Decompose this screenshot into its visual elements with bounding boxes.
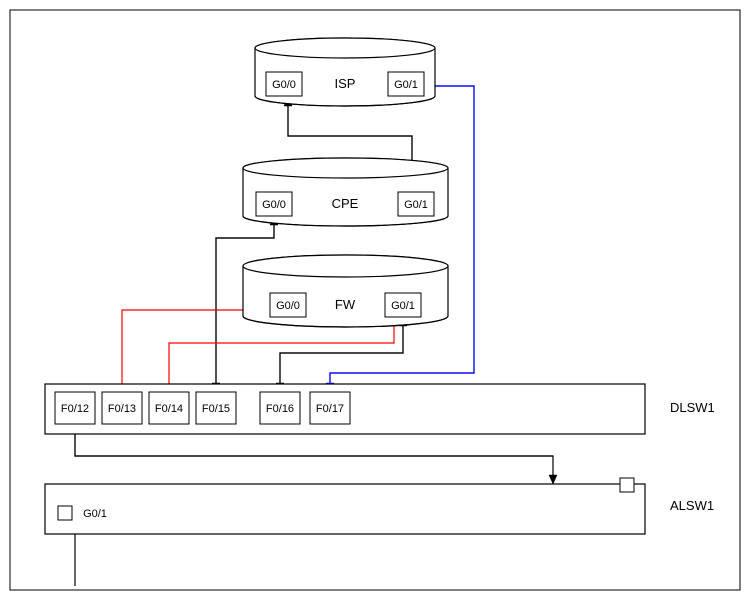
link-9 bbox=[122, 310, 270, 392]
fw-label: FW bbox=[335, 297, 356, 312]
fw-port-1-label: G0/1 bbox=[391, 300, 415, 312]
dlsw1-port-5-label: F0/17 bbox=[316, 403, 344, 415]
isp-port-0-label: G0/0 bbox=[272, 79, 296, 91]
dlsw1-label: DLSW1 bbox=[670, 400, 715, 415]
cpe: CPE G0/0 G0/1 bbox=[243, 158, 448, 226]
dlsw1: DLSW1 F0/12 F0/13 F0/14 F0/15 F0/16 F0/17 bbox=[45, 384, 715, 434]
isp: ISP G0/0 G0/1 bbox=[255, 38, 435, 106]
isp-label: ISP bbox=[335, 76, 356, 91]
link-6 bbox=[280, 317, 403, 392]
link-12 bbox=[330, 86, 474, 392]
link-11 bbox=[330, 86, 474, 392]
cpe-port-1-label: G0/1 bbox=[404, 199, 428, 211]
dlsw1-port-2-label: F0/14 bbox=[155, 403, 183, 415]
fw: FW G0/0 G0/1 bbox=[243, 255, 448, 327]
link-0-arrow bbox=[549, 475, 557, 484]
fw-port-0-label: G0/0 bbox=[276, 300, 300, 312]
cpe-label: CPE bbox=[332, 196, 359, 211]
alsw1: ALSW1 G0/1 bbox=[45, 478, 714, 534]
isp-port-1-label: G0/1 bbox=[394, 79, 418, 91]
dlsw1-port-1-label: F0/13 bbox=[108, 403, 136, 415]
alsw1-label: ALSW1 bbox=[670, 498, 714, 513]
dlsw1-port-0-label: F0/12 bbox=[61, 403, 89, 415]
dlsw1-port-4-label: F0/16 bbox=[266, 403, 294, 415]
link-10 bbox=[169, 317, 394, 392]
alsw1-decor bbox=[620, 478, 634, 492]
link-5 bbox=[280, 317, 403, 392]
alsw1-port-0 bbox=[58, 506, 72, 520]
cpe-port-0-label: G0/0 bbox=[262, 199, 286, 211]
dlsw1-port-3-label: F0/15 bbox=[202, 403, 230, 415]
alsw1-port-0-label: G0/1 bbox=[83, 508, 107, 520]
